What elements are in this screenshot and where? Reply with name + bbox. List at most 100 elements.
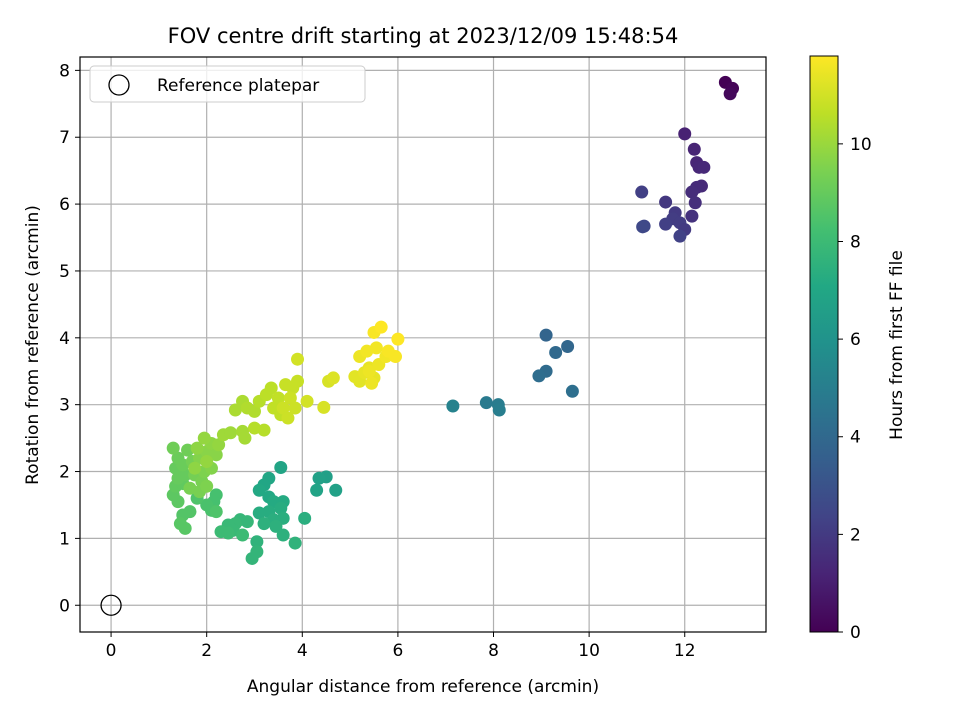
chart-title: FOV centre drift starting at 2023/12/09 …	[168, 24, 679, 48]
data-point	[381, 344, 395, 358]
x-tick-label: 0	[106, 641, 117, 661]
y-tick-label: 3	[59, 396, 70, 416]
colorbar-tick-label: 10	[850, 135, 872, 155]
x-axis-label: Angular distance from reference (arcmin)	[247, 677, 599, 697]
data-point	[252, 483, 266, 497]
y-tick-label: 8	[59, 61, 70, 81]
data-point	[291, 352, 305, 366]
data-point	[310, 483, 324, 497]
data-point	[673, 229, 687, 243]
data-point	[565, 384, 579, 398]
data-point	[197, 431, 211, 445]
reference-platepar-marker	[100, 594, 122, 616]
data-point	[479, 396, 493, 410]
data-point	[678, 127, 692, 141]
x-axis-ticks: 0 2 4 6 8 10 12	[106, 632, 696, 661]
data-point	[221, 526, 235, 540]
data-point	[687, 142, 701, 156]
data-point	[212, 438, 226, 452]
y-axis-ticks: 0 1 2 3 4 5 6 7 8	[59, 61, 80, 616]
colorbar: 0 2 4 6 8 10 Hours from first FF file	[809, 55, 907, 643]
legend-label: Reference platepar	[157, 76, 319, 96]
data-point	[329, 483, 343, 497]
data-point	[298, 511, 312, 525]
x-tick-label: 6	[392, 641, 403, 661]
x-tick-label: 12	[674, 641, 696, 661]
data-point	[446, 399, 460, 413]
colorbar-label: Hours from first FF file	[887, 250, 907, 440]
colorbar-tick-label: 4	[850, 428, 861, 448]
data-point	[312, 471, 326, 485]
data-point	[532, 369, 546, 383]
data-point	[659, 195, 673, 209]
legend-box	[89, 65, 366, 103]
data-point	[283, 391, 297, 405]
y-tick-label: 0	[59, 596, 70, 616]
data-point	[317, 400, 331, 414]
colorbar-tick-label: 2	[850, 525, 861, 545]
data-point	[247, 404, 261, 418]
x-tick-label: 8	[488, 641, 499, 661]
data-point	[209, 448, 223, 462]
x-tick-label: 2	[201, 641, 212, 661]
data-point	[539, 328, 553, 342]
data-point	[183, 481, 197, 495]
data-point	[178, 468, 192, 482]
colorbar-ticks: 0 2 4 6 8 10	[838, 135, 872, 643]
data-point	[635, 185, 649, 199]
colorbar-tick-label: 0	[850, 623, 861, 643]
data-point	[492, 403, 506, 417]
x-tick-label: 10	[578, 641, 600, 661]
data-point	[288, 401, 302, 415]
data-point	[369, 341, 383, 355]
data-point	[238, 431, 252, 445]
data-point	[636, 220, 650, 234]
reference-marker-group	[100, 594, 122, 616]
data-point	[300, 394, 314, 408]
data-point	[288, 536, 302, 550]
data-point	[271, 391, 285, 405]
data-point	[274, 501, 288, 515]
data-point	[274, 461, 288, 475]
x-tick-label: 4	[297, 641, 308, 661]
data-point	[200, 455, 214, 469]
data-point	[685, 209, 699, 223]
y-tick-label: 6	[59, 195, 70, 215]
colorbar-tick-label: 6	[850, 330, 861, 350]
data-point	[549, 346, 563, 360]
data-point	[166, 441, 180, 455]
data-point	[224, 426, 238, 440]
data-point	[685, 185, 699, 199]
y-tick-label: 4	[59, 329, 70, 349]
data-point	[264, 381, 278, 395]
plot-frame	[79, 56, 767, 633]
data-point	[240, 515, 254, 529]
data-point	[200, 479, 214, 493]
legend-marker-icon	[108, 74, 130, 96]
grid	[80, 57, 766, 632]
data-point	[391, 332, 405, 346]
data-point	[257, 517, 271, 531]
y-tick-label: 1	[59, 529, 70, 549]
y-tick-label: 5	[59, 262, 70, 282]
data-point	[697, 160, 711, 174]
data-point	[561, 340, 575, 354]
data-point	[269, 519, 283, 533]
data-point	[209, 505, 223, 519]
colorbar-tick-label: 8	[850, 232, 861, 252]
y-tick-label: 7	[59, 128, 70, 148]
data-point	[326, 371, 340, 385]
data-point	[276, 528, 290, 542]
data-point	[245, 551, 259, 565]
data-point	[688, 196, 702, 210]
y-tick-label: 2	[59, 463, 70, 483]
data-point	[362, 364, 376, 378]
data-point	[281, 411, 295, 425]
data-point	[250, 535, 264, 549]
colorbar-gradient	[810, 56, 838, 632]
y-axis-label: Rotation from reference (arcmin)	[23, 205, 43, 485]
legend: Reference platepar	[89, 65, 366, 103]
data-point	[188, 461, 202, 475]
